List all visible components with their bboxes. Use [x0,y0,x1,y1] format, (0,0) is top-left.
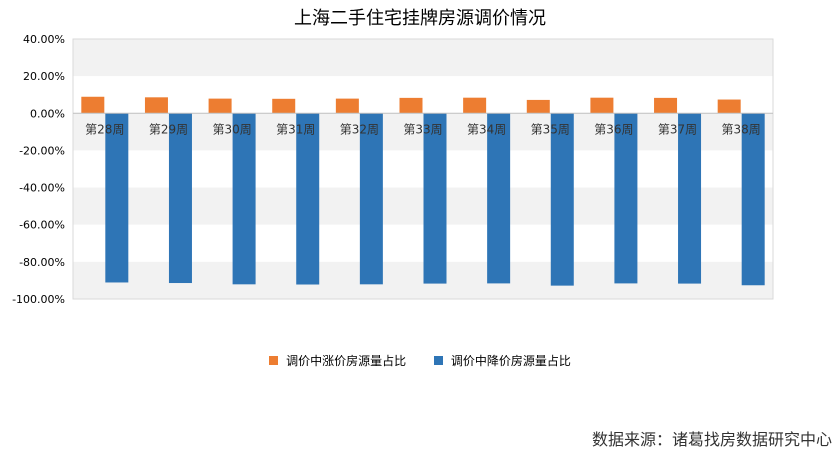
bar-fall [423,113,447,284]
legend-item-rise: 调价中涨价房源量占比 [269,352,406,369]
y-tick-label: -60.00% [19,219,65,232]
legend-swatch-fall [433,356,443,365]
bar-fall [232,113,256,285]
bar-rise [208,98,232,114]
bar-rise [335,98,359,114]
bar-rise [463,97,487,114]
bar-rise [526,99,550,114]
bar-fall [487,113,511,284]
y-tick-label: -80.00% [19,256,65,269]
x-tick-label: 第35周 [531,122,570,136]
x-tick-label: 第28周 [85,122,124,136]
x-tick-label: 第30周 [212,122,251,136]
bar-fall [678,113,702,284]
bar-rise [272,98,296,114]
source-note: 数据来源：诸葛找房数据研究中心 [591,430,832,449]
legend-swatch-rise [269,356,279,365]
bar-rise [654,97,678,114]
x-tick-label: 第33周 [403,122,442,136]
bar-fall [168,113,192,284]
bar-fall [105,113,129,283]
x-tick-label: 第38周 [722,122,761,136]
bar-fall [550,113,574,286]
y-tick-label: 40.00% [23,33,65,46]
bar-fall [296,113,320,285]
bar-rise [399,97,423,114]
legend-label-fall: 调价中降价房源量占比 [450,354,571,368]
y-tick-label: -40.00% [19,182,65,195]
chart-title: 上海二手住宅挂牌房源调价情况 [294,8,546,29]
y-tick-label: -20.00% [19,144,65,157]
legend-label-rise: 调价中涨价房源量占比 [286,354,407,368]
bar-fall [741,113,765,286]
bar-fall [614,113,638,284]
bar-rise [590,97,614,114]
x-tick-label: 第36周 [594,122,633,136]
y-tick-label: -100.00% [12,293,65,306]
x-tick-label: 第34周 [467,122,506,136]
bar-rise [81,96,105,114]
bar-rise [717,99,741,114]
y-tick-label: 20.00% [23,70,65,83]
plot-border [72,38,774,300]
y-tick-label: 0.00% [30,107,65,120]
x-tick-label: 第29周 [149,122,188,136]
bar-rise [144,97,168,114]
legend: 调价中涨价房源量占比 调价中降价房源量占比 [0,352,840,369]
legend-item-fall: 调价中降价房源量占比 [433,352,571,369]
plot-band [73,39,773,77]
bar-fall [359,113,383,285]
x-tick-label: 第31周 [276,122,315,136]
x-tick-label: 第32周 [340,122,379,136]
x-tick-label: 第37周 [658,122,697,136]
